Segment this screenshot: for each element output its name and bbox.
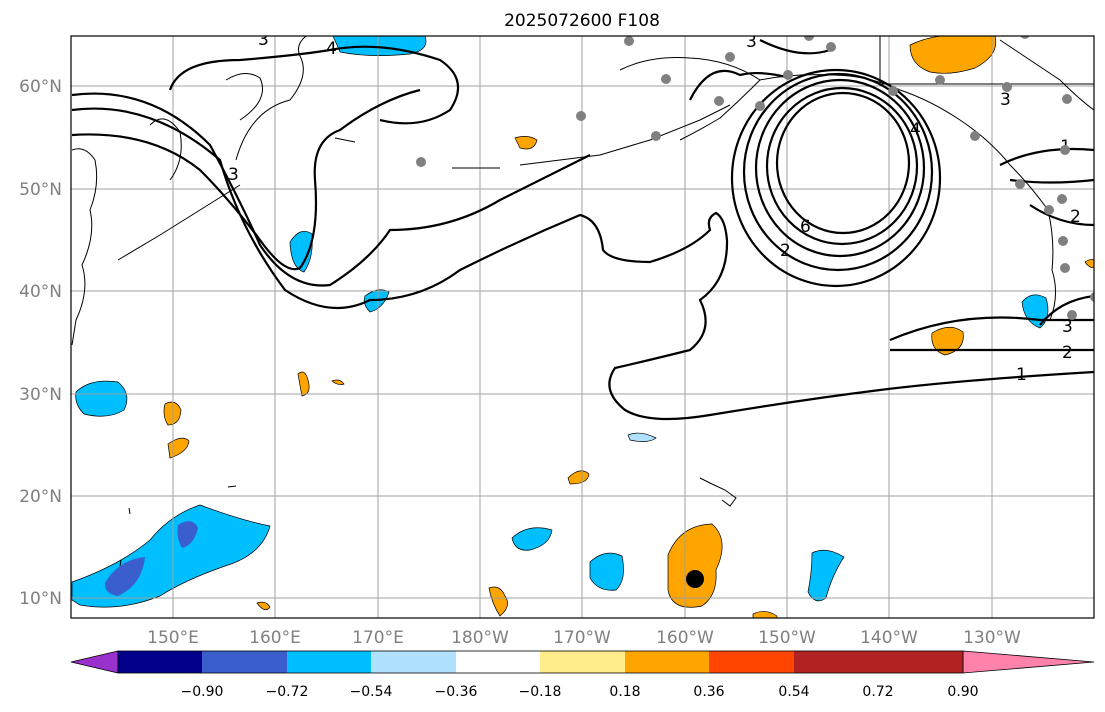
station-markers: [416, 36, 1094, 320]
colorbar-tick-label: −0.36: [435, 684, 478, 700]
colorbar-segment: [794, 651, 878, 673]
lon-tick-label: 150°W: [758, 628, 816, 648]
colorbar-tick-label: 0.18: [609, 684, 640, 700]
storm-center-marker: [686, 570, 704, 588]
colorbar-overflow-triangle: [962, 650, 1095, 674]
colorbar-underflow-triangle: [70, 650, 119, 674]
lon-tick-label: 160°E: [249, 628, 301, 648]
colorbar-tick-label: 0.36: [693, 684, 724, 700]
latitude-axis: 60°N 50°N 40°N 30°N 20°N 10°N: [19, 77, 62, 609]
colorbar-segment: [456, 651, 540, 673]
colorbar-segment: [709, 651, 794, 673]
lat-tick-label: 20°N: [19, 487, 62, 507]
contour-label: 1: [1016, 365, 1027, 385]
lat-tick-label: 10°N: [19, 589, 62, 609]
lon-tick-label: 150°E: [147, 628, 199, 648]
map-plot-area: 3 4 3 3 3 1 2 3 2 1 2 6 4: [71, 30, 1094, 618]
lon-tick-label: 140°W: [860, 628, 918, 648]
contour-label: 4: [910, 120, 921, 140]
lon-tick-label: 170°E: [352, 628, 404, 648]
colorbar-segment: [287, 651, 371, 673]
lat-tick-label: 50°N: [19, 180, 62, 200]
plot-frame: [70, 35, 1095, 619]
negative-anomaly-fills: [71, 36, 1049, 608]
colorbar-tick-label: −0.18: [519, 684, 562, 700]
contour-label: 2: [1062, 343, 1073, 363]
figure-title: 2025072600 F108: [504, 11, 660, 31]
lon-tick-label: 180°W: [451, 628, 509, 648]
colorbar-segment: [202, 651, 287, 673]
contour-label: 4: [326, 39, 337, 59]
lon-tick-label: 160°W: [656, 628, 714, 648]
colorbar-tick-label: 0.90: [947, 684, 978, 700]
contour-label: 3: [258, 30, 269, 50]
colorbar-segment: [878, 651, 963, 673]
contour-label: 3: [1062, 317, 1073, 337]
colorbar-tick-label: 0.72: [862, 684, 893, 700]
colorbar-tick-label: −0.72: [266, 684, 309, 700]
colorbar-tick-label: −0.90: [181, 684, 224, 700]
lat-tick-label: 40°N: [19, 282, 62, 302]
colorbar-frame: [117, 650, 964, 674]
contour-label: 2: [780, 241, 791, 261]
contour-label: 3: [228, 165, 239, 185]
contour-label: 2: [1070, 207, 1081, 227]
positive-anomaly-fills: [163, 36, 1094, 618]
contour-label: 3: [1000, 90, 1011, 110]
colorbar-tick-label: 0.54: [778, 684, 809, 700]
lat-tick-label: 60°N: [19, 77, 62, 97]
colorbar-segment: [540, 651, 625, 673]
contour-lines: [71, 39, 1094, 421]
lon-tick-label: 130°W: [963, 628, 1021, 648]
colorbar-segment: [371, 651, 456, 673]
lon-tick-label: 170°W: [553, 628, 611, 648]
colorbar-tick-label: −0.54: [350, 684, 393, 700]
lat-tick-label: 30°N: [19, 385, 62, 405]
longitude-axis: 150°E 160°E 170°E 180°W 170°W 160°W 150°…: [147, 628, 1021, 648]
colorbar: −0.90 −0.72 −0.54 −0.36 −0.18 0.18 0.36 …: [70, 650, 1095, 700]
colorbar-segment: [625, 651, 709, 673]
contour-label: 6: [800, 217, 811, 237]
graticule: [71, 36, 1094, 618]
colorbar-segment: [118, 651, 202, 673]
contour-label: 3: [746, 32, 757, 52]
